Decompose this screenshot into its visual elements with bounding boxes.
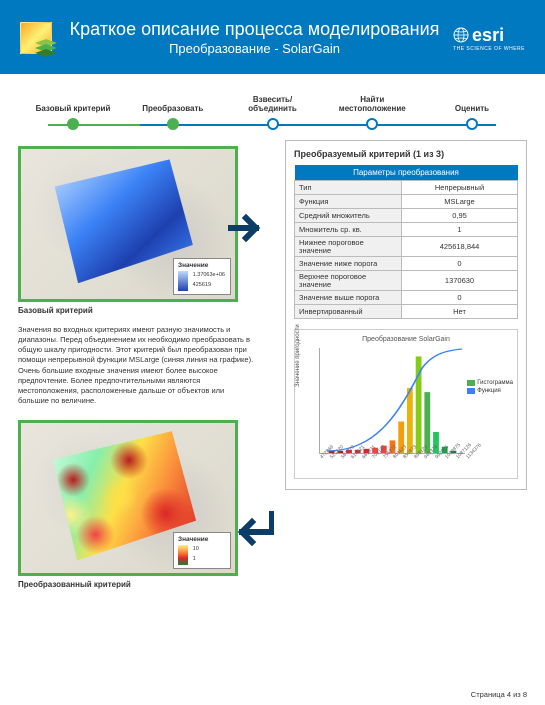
step-dot (167, 118, 179, 130)
chart-ylabel: Значение пригодности (295, 324, 301, 387)
step-line-2 (140, 124, 238, 126)
legend-swatch (467, 380, 475, 386)
chart-xticks: 4728695201205673706146216618717091227563… (319, 456, 465, 474)
legend-high: 1.37063e+06 (193, 271, 225, 281)
panel-title: Преобразуемый критерий (1 из 3) (294, 149, 518, 159)
params-table: Параметры преобразования ТипНепрерывный … (294, 165, 518, 319)
table-row: Множитель ср. кв.1 (295, 223, 518, 237)
page-root: Краткое описание процесса моделирования … (0, 0, 545, 705)
stepper: Базовый критерий Преобразовать Взвесить/… (0, 74, 545, 140)
param-key: Тип (295, 181, 402, 195)
layers-icon (20, 22, 52, 54)
param-val: 1 (402, 223, 518, 237)
legend-high: 10 (193, 545, 199, 555)
param-key: Средний множитель (295, 209, 402, 223)
legend-gradient (178, 545, 188, 565)
header-titles: Краткое описание процесса моделирования … (56, 20, 453, 57)
step-dot (466, 118, 478, 130)
page-footer: Страница 4 из 8 (471, 690, 527, 699)
param-key: Функция (295, 195, 402, 209)
step-label: Оценить (455, 92, 489, 114)
step-dot (267, 118, 279, 130)
param-key: Множитель ср. кв. (295, 223, 402, 237)
transform-chart: Преобразование SolarGain Значение пригод… (294, 329, 518, 479)
step-line-3 (238, 124, 356, 126)
table-row: Значение ниже порога0 (295, 257, 518, 271)
chart-area (319, 348, 465, 454)
legend-item: Гистограмма (467, 380, 513, 386)
map1: Значение 1.37063e+06 425619 (18, 146, 238, 302)
param-key: Нижнее пороговое значение (295, 237, 402, 257)
map2: Значение 10 1 (18, 420, 238, 576)
legend-values: 10 1 (193, 545, 199, 565)
legend-title: Значение (178, 536, 226, 543)
brand-tagline: THE SCIENCE OF WHERE (453, 46, 525, 52)
map2-legend: Значение 10 1 (173, 532, 231, 569)
step-label: Базовый критерий (36, 92, 111, 114)
param-val: 0 (402, 257, 518, 271)
param-val: Нет (402, 305, 518, 319)
param-val: Непрерывный (402, 181, 518, 195)
legend-item: Функция (467, 388, 513, 394)
legend-low: 425619 (193, 281, 225, 291)
legend-title: Значение (178, 262, 226, 269)
table-row: ФункцияMSLarge (295, 195, 518, 209)
chart-legend: Гистограмма Функция (467, 380, 513, 396)
table-row: Нижнее пороговое значение425618,844 (295, 237, 518, 257)
globe-icon (453, 27, 469, 43)
page-subtitle: Преобразование - SolarGain (56, 41, 453, 56)
param-key: Значение выше порога (295, 291, 402, 305)
step-line-1 (48, 124, 140, 126)
param-val: 1370630 (402, 271, 518, 291)
page-title: Краткое описание процесса моделирования (56, 20, 453, 40)
legend-label: Гистограмма (477, 380, 513, 386)
param-val: MSLarge (402, 195, 518, 209)
step-label: Найти местоположение (327, 92, 417, 114)
legend-gradient (178, 271, 188, 291)
legend-label: Функция (477, 388, 501, 394)
chart-svg (320, 348, 465, 453)
header: Краткое описание процесса моделирования … (0, 0, 545, 74)
arrow-left-icon (228, 510, 274, 552)
brand-name: esri (472, 25, 504, 46)
table-row: Средний множитель0,95 (295, 209, 518, 223)
content: Значение 1.37063e+06 425619 Базовый крит… (0, 140, 545, 589)
step-label: Взвесить/ объединить (228, 92, 318, 114)
map2-caption: Преобразованный критерий (18, 580, 527, 589)
step-dot (366, 118, 378, 130)
param-key: Верхнее пороговое значение (295, 271, 402, 291)
param-key: Инвертированный (295, 305, 402, 319)
step-dot (67, 118, 79, 130)
table-row: Верхнее пороговое значение1370630 (295, 271, 518, 291)
chart-title: Преобразование SolarGain (301, 336, 511, 343)
legend-swatch (467, 388, 475, 394)
table-row: ТипНепрерывный (295, 181, 518, 195)
step-label: Преобразовать (142, 92, 203, 114)
map1-legend: Значение 1.37063e+06 425619 (173, 258, 231, 295)
param-key: Значение ниже порога (295, 257, 402, 271)
table-row: Значение выше порога0 (295, 291, 518, 305)
esri-logo: esri THE SCIENCE OF WHERE (453, 25, 525, 52)
arrow-right-icon (228, 210, 268, 246)
table-row: ИнвертированныйНет (295, 305, 518, 319)
params-header: Параметры преобразования (295, 165, 518, 181)
description-text: Значения во входных критериях имеют разн… (18, 325, 256, 406)
legend-values: 1.37063e+06 425619 (193, 271, 225, 291)
param-val: 0,95 (402, 209, 518, 223)
legend-low: 1 (193, 555, 199, 565)
param-val: 0 (402, 291, 518, 305)
criterion-panel: Преобразуемый критерий (1 из 3) Параметр… (285, 140, 527, 490)
param-val: 425618,844 (402, 237, 518, 257)
